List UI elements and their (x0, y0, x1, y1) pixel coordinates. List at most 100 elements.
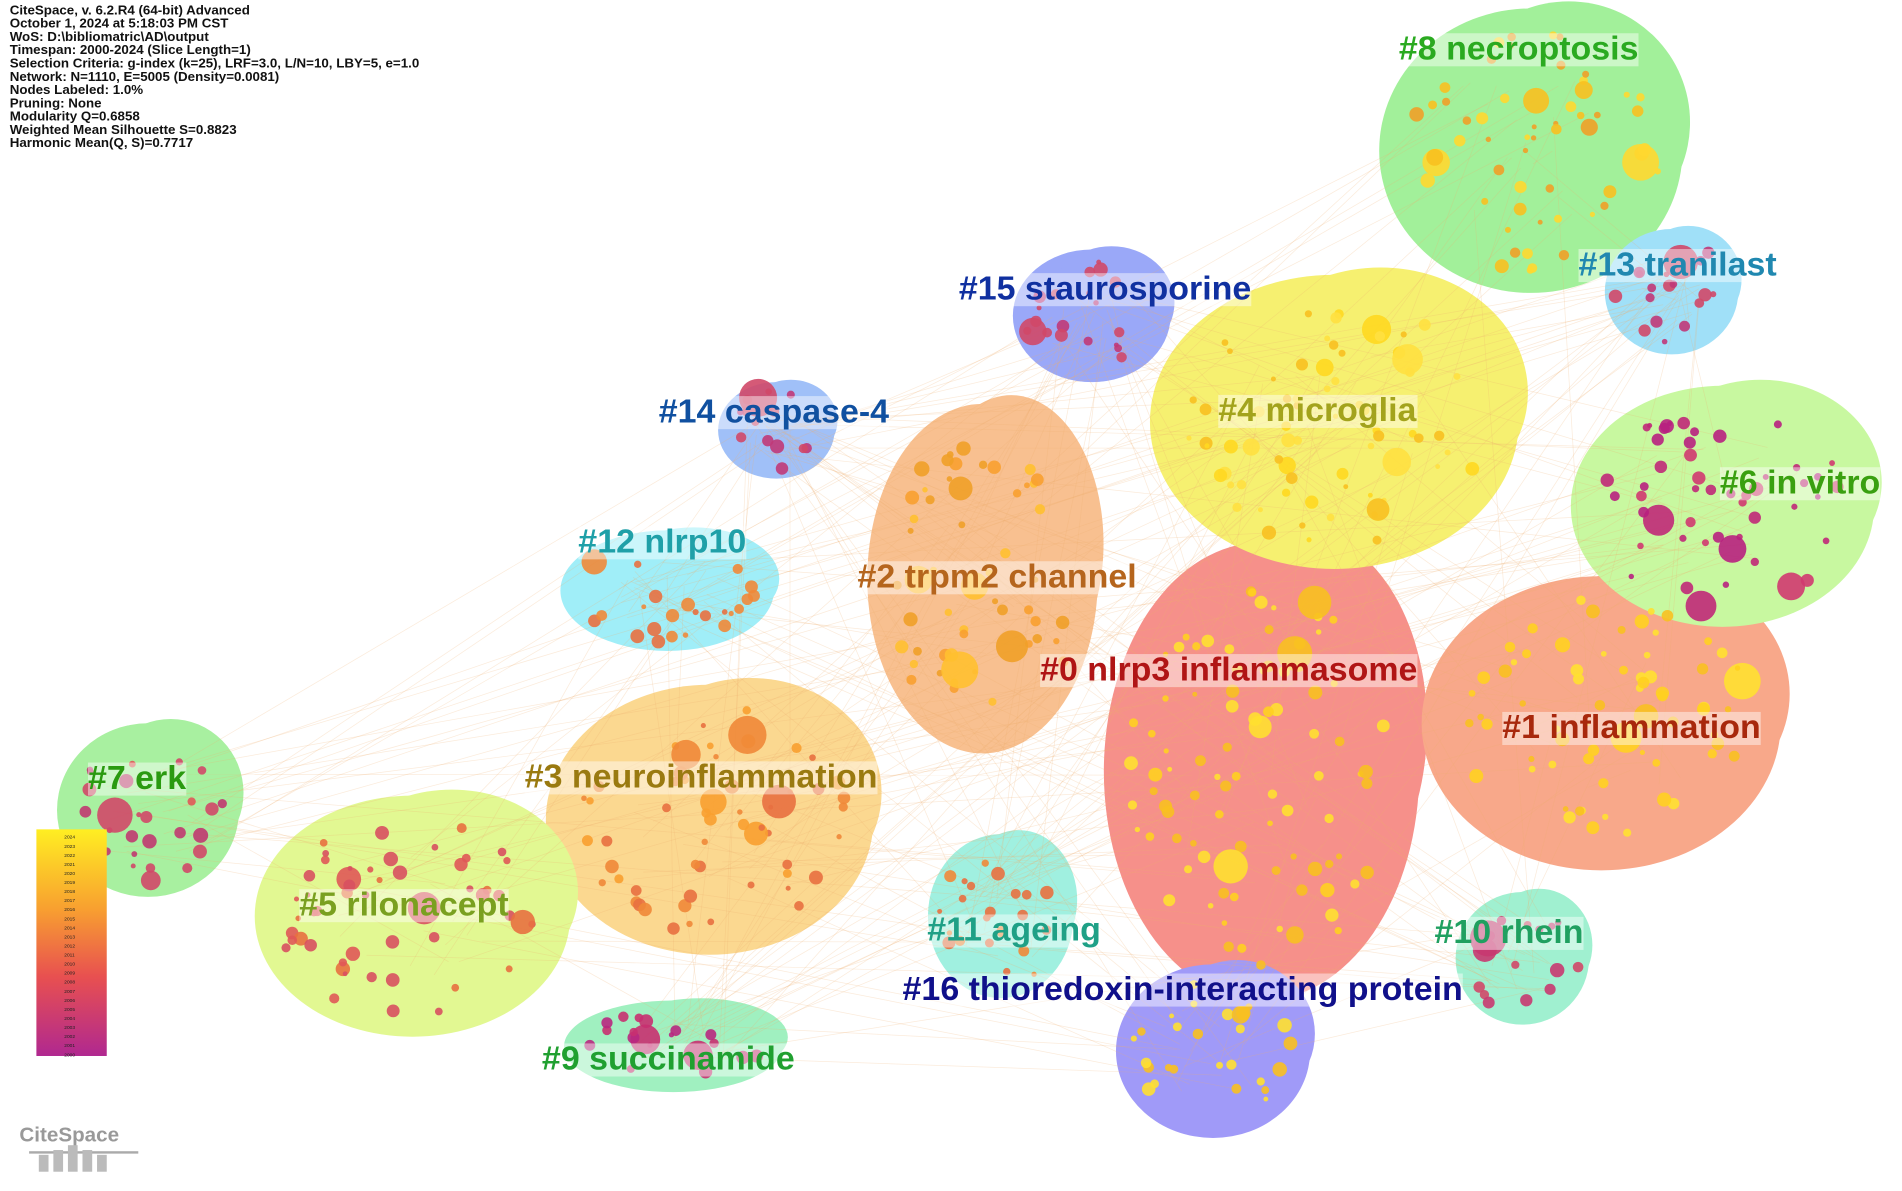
node (1213, 468, 1228, 483)
node (1372, 535, 1382, 545)
legend-year: 2016 (64, 907, 75, 913)
edge (712, 926, 1519, 1054)
node (648, 589, 663, 604)
node (700, 723, 706, 729)
node (905, 490, 920, 505)
node (320, 855, 330, 865)
node (1328, 340, 1339, 350)
node (1549, 962, 1565, 978)
node (633, 560, 642, 569)
node (1593, 111, 1601, 119)
node (791, 742, 802, 754)
node (1535, 925, 1544, 934)
node (794, 901, 804, 911)
edge (691, 313, 1693, 1058)
node (1290, 853, 1297, 860)
edge (1510, 268, 1689, 973)
cluster-labels: #0 nlrp3 inflammasome #1 inflammation #2 t… (87, 30, 1881, 1078)
edge (994, 944, 1492, 981)
edge (934, 492, 1196, 683)
node (1021, 889, 1032, 900)
node (1522, 248, 1533, 259)
node (1551, 124, 1562, 135)
node (175, 758, 183, 766)
node (1197, 850, 1211, 864)
node (1545, 184, 1555, 193)
node (385, 973, 400, 987)
node (686, 920, 693, 928)
edge (189, 433, 786, 837)
node (1277, 1018, 1292, 1033)
edge (976, 698, 1662, 891)
node (1544, 983, 1556, 995)
node (1183, 865, 1193, 874)
node (82, 782, 97, 797)
nodes (79, 31, 1844, 1102)
node (392, 865, 408, 880)
node (996, 925, 1009, 938)
cluster-label: #4 microglia (1218, 391, 1417, 429)
legend-year: 2022 (64, 853, 75, 859)
node (1637, 676, 1650, 689)
edge (1204, 650, 1513, 1036)
edge (722, 659, 1330, 1055)
node (1226, 1059, 1237, 1070)
node (1116, 352, 1127, 363)
node (1469, 920, 1507, 957)
edge (111, 786, 1217, 877)
node (375, 825, 389, 840)
node (1602, 813, 1609, 821)
node (1148, 767, 1163, 782)
node (958, 521, 966, 529)
node (1128, 718, 1139, 728)
cluster-label: #9 succinamide (542, 1040, 795, 1078)
node (1036, 305, 1042, 311)
edge (1031, 431, 1258, 878)
edge (1052, 342, 1665, 506)
node (1261, 1086, 1270, 1095)
node (1509, 247, 1521, 258)
node (1514, 180, 1527, 194)
cluster-area (1174, 531, 1428, 921)
node (1221, 920, 1228, 926)
node (1373, 430, 1385, 442)
node (1586, 821, 1600, 835)
node (319, 839, 328, 847)
edge (679, 85, 1559, 603)
node (946, 930, 953, 936)
label-background (958, 273, 1252, 307)
node (1264, 625, 1274, 635)
node (1636, 93, 1645, 102)
node (1276, 925, 1284, 933)
node (961, 878, 968, 885)
node (1236, 479, 1247, 490)
label-background (857, 561, 1137, 595)
node (1724, 706, 1732, 713)
node (1637, 542, 1644, 550)
edge (717, 472, 1783, 1056)
info-panel: CiteSpace, v. 6.2.R4 (64-bit) AdvancedOc… (10, 3, 420, 151)
node (1654, 460, 1668, 474)
edge (946, 82, 1471, 585)
info-line: Pruning: None (10, 95, 102, 110)
edge (946, 510, 1531, 954)
edge (766, 336, 1100, 438)
node (671, 739, 701, 770)
logo: CiteSpace (19, 1124, 139, 1172)
cluster-label: #3 neuroinflammation (525, 758, 878, 796)
node (510, 909, 536, 935)
legend-year: 2011 (64, 953, 75, 959)
node (1040, 885, 1054, 900)
edge (1218, 452, 1392, 815)
cluster-label: #11 ageing (927, 911, 1101, 949)
node (1741, 490, 1752, 501)
label-background (541, 1043, 795, 1077)
node (343, 879, 356, 892)
node (1033, 290, 1046, 303)
edge (654, 607, 1528, 991)
node (205, 802, 219, 816)
edge (765, 450, 1512, 670)
node (1594, 699, 1606, 711)
node (1054, 328, 1068, 342)
node (1331, 377, 1340, 386)
